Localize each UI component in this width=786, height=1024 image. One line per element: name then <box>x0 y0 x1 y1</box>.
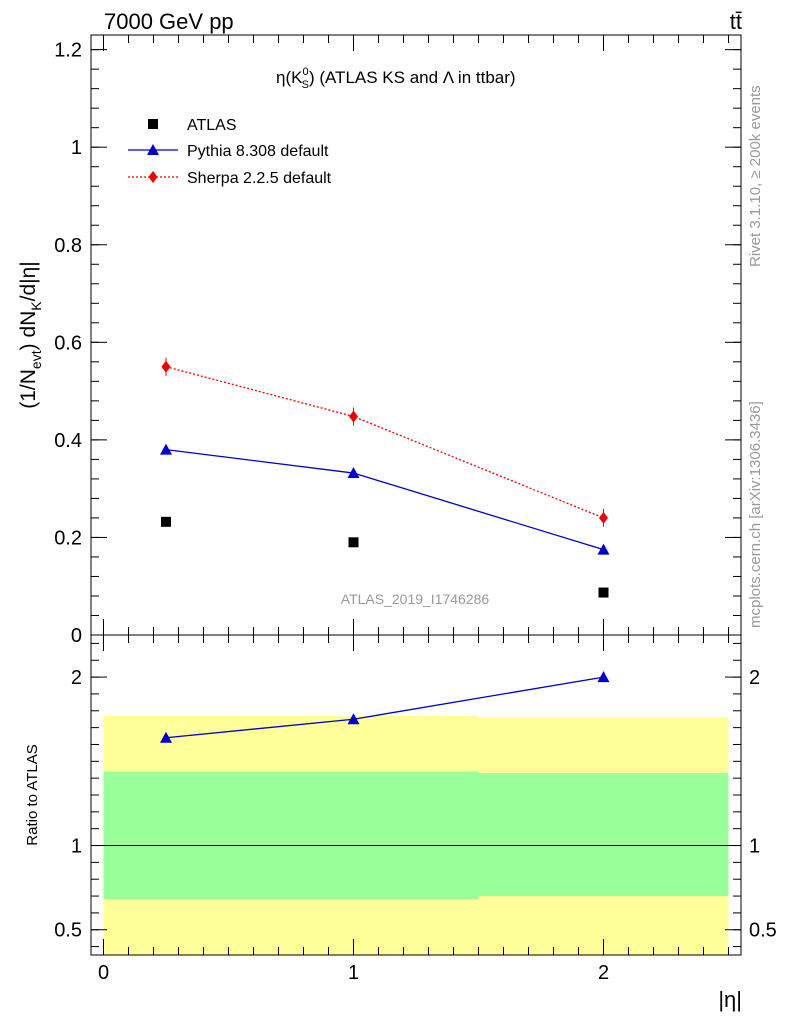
green-uncertainty-band <box>228 771 479 900</box>
sherpa-main-point <box>599 511 608 524</box>
pythia-main-point <box>160 443 172 455</box>
y-label-c: ) dN <box>17 311 40 351</box>
atlas-main-point <box>161 516 171 527</box>
main-x-axis-ticks <box>103 35 729 635</box>
sherpa-legend-label: Sherpa 2.2.5 default <box>187 170 332 187</box>
pythia-legend-label: Pythia 8.308 default <box>187 143 329 160</box>
header-right-label: tt̄ <box>730 9 742 34</box>
main-y-tick-label: 0.6 <box>54 332 82 354</box>
plot-title-sub: S <box>302 79 309 91</box>
atlas-legend-marker <box>148 119 158 129</box>
plot-title-post: ) (ATLAS KS and Λ in ttbar) <box>309 68 516 87</box>
atlas-main-point <box>348 537 359 548</box>
pythia-ratio-point <box>597 671 610 683</box>
main-y-tick-label: 0 <box>71 625 82 647</box>
sherpa-main-point <box>161 360 171 373</box>
ratio-y-axis-label: Ratio to ATLAS <box>24 744 41 845</box>
y-label-e: /d|η| <box>17 261 40 301</box>
main-y-tick-label: 0.8 <box>54 235 82 257</box>
atlas-legend-label: ATLAS <box>187 117 237 134</box>
x-axis-label: |η| <box>718 987 742 1012</box>
pythia-main-point <box>597 543 610 555</box>
ratio-y-tick-label: 1 <box>71 836 82 858</box>
pythia-ratio-point <box>160 731 172 743</box>
ratio-uncertainty-bands <box>103 715 729 955</box>
main-y-axis: 0 0.2 0.4 0.6 0.8 1 1.2 <box>54 40 741 647</box>
ratio-y-tick-label: 0.5 <box>54 920 82 942</box>
sherpa-ratio-point <box>162 609 171 621</box>
main-y-tick-label: 0.2 <box>54 527 82 549</box>
ratio-x-axis: 0 1 2 <box>98 635 729 984</box>
y-label-b: evt <box>28 350 44 369</box>
x-tick-label: 2 <box>598 962 609 984</box>
sherpa-main-point <box>349 410 358 423</box>
atlas-main-point <box>598 587 609 598</box>
x-tick-label: 0 <box>98 962 109 984</box>
pythia-main-line <box>165 448 604 551</box>
plot-title-sup: 0 <box>302 66 308 78</box>
plot-title: η(K0 S) (ATLAS KS and Λ in ttbar) <box>276 66 516 91</box>
y-label-d: K <box>28 301 44 311</box>
green-uncertainty-band <box>478 773 729 897</box>
ratio-y-axis: 0.5 0.5 1 1 2 2 <box>54 642 777 948</box>
mcplots-credit-label: mcplots.cern.ch [arXiv:1306.3436] <box>747 401 764 628</box>
plot-title-pre: η(K <box>276 68 303 87</box>
main-panel-series <box>160 357 610 598</box>
ratio-y-tick-label: 2 <box>71 667 82 689</box>
main-y-tick-label: 1 <box>71 137 82 159</box>
green-uncertainty-band <box>103 771 229 900</box>
pythia-legend-marker <box>147 144 159 155</box>
ratio-y-tick-label-right: 2 <box>749 667 760 689</box>
header-left-label: 7000 GeV pp <box>104 9 234 34</box>
rivet-version-label: Rivet 3.1.10, ≥ 200k events <box>747 85 764 267</box>
main-y-tick-label: 1.2 <box>54 40 82 62</box>
analysis-watermark: ATLAS_2019_I1746286 <box>341 591 490 607</box>
ratio-panel-series <box>160 609 610 743</box>
legend: ATLAS Pythia 8.308 default Sherpa 2.2.5 de… <box>128 117 332 187</box>
y-label-a: (1/N <box>17 369 40 409</box>
main-y-axis-label: (1/Nevt) dNK/d|η| <box>17 261 44 409</box>
ratio-y-tick-label-right: 0.5 <box>749 920 777 942</box>
ratio-y-tick-label-right: 1 <box>749 836 760 858</box>
main-y-tick-label: 0.4 <box>54 430 82 452</box>
pythia-ratio-point <box>347 713 360 725</box>
x-tick-label: 1 <box>348 962 359 984</box>
sherpa-legend-marker <box>148 171 158 183</box>
pythia-main-point <box>347 467 360 479</box>
sherpa-main-line <box>165 366 604 519</box>
